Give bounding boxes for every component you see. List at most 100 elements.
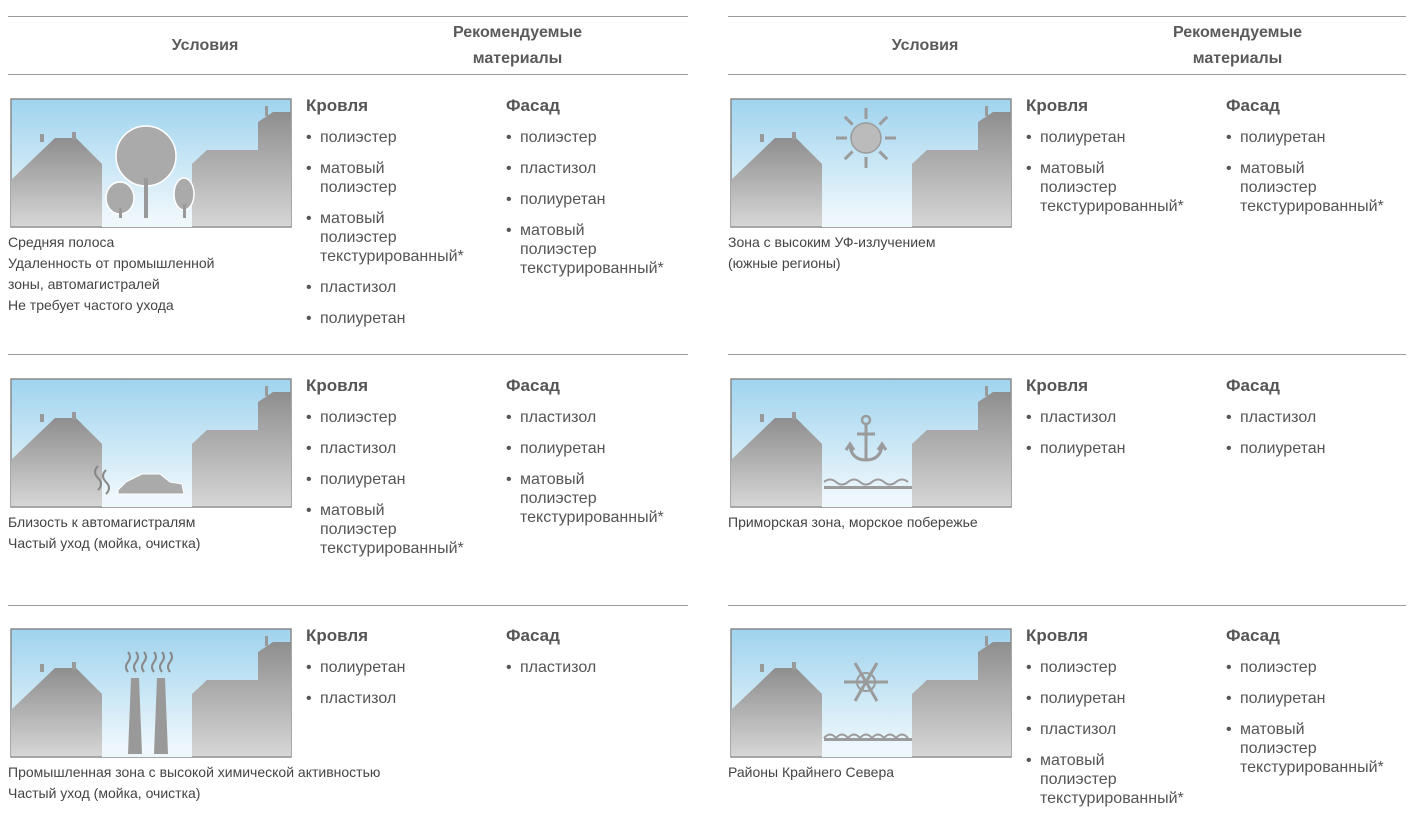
roof-item: матовый полиэстер [306, 159, 438, 197]
building [912, 642, 1011, 756]
facade-title: Фасад [506, 376, 560, 395]
ground [822, 498, 912, 507]
facade-item: полиэстер [1226, 658, 1358, 677]
chimney [40, 134, 44, 142]
condition-text: Приморская зона, морское побережье [728, 514, 978, 530]
roof-item: полиуретан [306, 658, 438, 677]
condition-text: Средняя полоса [8, 234, 115, 250]
header-bottom-rule [8, 74, 688, 75]
chimney [792, 132, 796, 140]
facade-item: пластизол [506, 408, 638, 427]
row-separator [8, 354, 688, 355]
condition-text: Районы Крайнего Севера [728, 764, 895, 780]
roof-item: полиэстер [306, 128, 438, 147]
facade-item: матовый полиэстер текстурированный* [506, 470, 664, 527]
roof-item: матовый полиэстер текстурированный* [1026, 159, 1184, 216]
sun-ray [878, 150, 889, 161]
sun-ray [878, 115, 889, 126]
chimney [265, 636, 268, 646]
roof-title: Кровля [1026, 96, 1089, 115]
facade-item: матовый полиэстер текстурированный* [1226, 720, 1384, 777]
row-separator [728, 354, 1406, 355]
facade-item: пластизол [506, 159, 638, 178]
chimney [40, 664, 44, 672]
fumes [94, 465, 110, 495]
smoke [133, 651, 139, 673]
roof-item: полиуретан [306, 470, 438, 489]
snowflake [864, 662, 879, 683]
facade-item: полиэстер [506, 128, 638, 147]
roof-item: полиуретан [306, 309, 438, 328]
facade-item: полиуретан [506, 190, 638, 209]
snowflake [853, 681, 868, 702]
building [192, 392, 291, 506]
snowflake [856, 672, 876, 692]
illustration [730, 98, 1012, 228]
chimney [760, 414, 764, 422]
chimney [760, 664, 764, 672]
condition-text: зоны, автомагистралей [8, 276, 160, 292]
roof-item: полиэстер [306, 408, 438, 427]
roof-item: пластизол [1026, 720, 1158, 739]
header-top-rule [728, 16, 1406, 17]
roof-item: матовый полиэстер текстурированный* [1026, 751, 1184, 808]
chimney [760, 134, 764, 142]
building [912, 392, 1011, 506]
smoke [167, 651, 173, 673]
illustration [730, 378, 1012, 508]
chimney [72, 662, 76, 670]
facade-title: Фасад [1226, 96, 1280, 115]
building [192, 112, 291, 226]
anchor [844, 424, 888, 462]
trunk [144, 178, 148, 218]
roof-item: матовый полиэстер текстурированный* [306, 501, 464, 558]
chimney [40, 414, 44, 422]
facade-title: Фасад [506, 626, 560, 645]
house [11, 668, 102, 756]
header-materials: Рекомендуемые материалы [1172, 24, 1303, 67]
facade-item: пластизол [506, 658, 638, 677]
header-conditions: Условия [891, 37, 959, 54]
chimney [72, 412, 76, 420]
facade-item: матовый полиэстер текстурированный* [506, 221, 664, 278]
facade-item: полиуретан [506, 439, 638, 458]
house [11, 418, 102, 506]
chimney [792, 662, 796, 670]
condition-text: Близость к автомагистралям [8, 514, 196, 530]
facade-item: матовый полиэстер текстурированный* [1226, 159, 1384, 216]
chimney [792, 412, 796, 420]
chimney [985, 386, 988, 396]
snowflake [853, 662, 868, 683]
car [117, 473, 185, 495]
roof-title: Кровля [306, 96, 369, 115]
chimney [265, 386, 268, 396]
roof-item: пластизол [306, 278, 438, 297]
roof-item: полиуретан [1026, 128, 1158, 147]
ground [822, 748, 912, 757]
chimney [985, 106, 988, 116]
roof-title: Кровля [306, 626, 369, 645]
facade-item: пластизол [1226, 408, 1358, 427]
smoke [125, 651, 131, 673]
water [824, 486, 912, 489]
facade-title: Фасад [506, 96, 560, 115]
house [11, 138, 102, 226]
roof-item: матовый полиэстер текстурированный* [306, 209, 464, 266]
roof-title: Кровля [306, 376, 369, 395]
facade-title: Фасад [1226, 376, 1280, 395]
facade-item: полиуретан [1226, 128, 1358, 147]
illustration [10, 378, 292, 508]
sun-ray [843, 115, 854, 126]
condition-text: Зона с высоким УФ-излучением [728, 234, 936, 250]
tree [115, 125, 177, 187]
facade-title: Фасад [1226, 626, 1280, 645]
row-separator [8, 605, 688, 606]
roof-item: пластизол [1026, 408, 1158, 427]
roof-title: Кровля [1026, 376, 1089, 395]
sun [850, 122, 882, 154]
header-bottom-rule [728, 74, 1406, 75]
illustration [730, 628, 1012, 758]
facade-item: полиуретан [1226, 689, 1358, 708]
row-separator [728, 605, 1406, 606]
condition-text: Не требует частого ухода [8, 297, 174, 313]
